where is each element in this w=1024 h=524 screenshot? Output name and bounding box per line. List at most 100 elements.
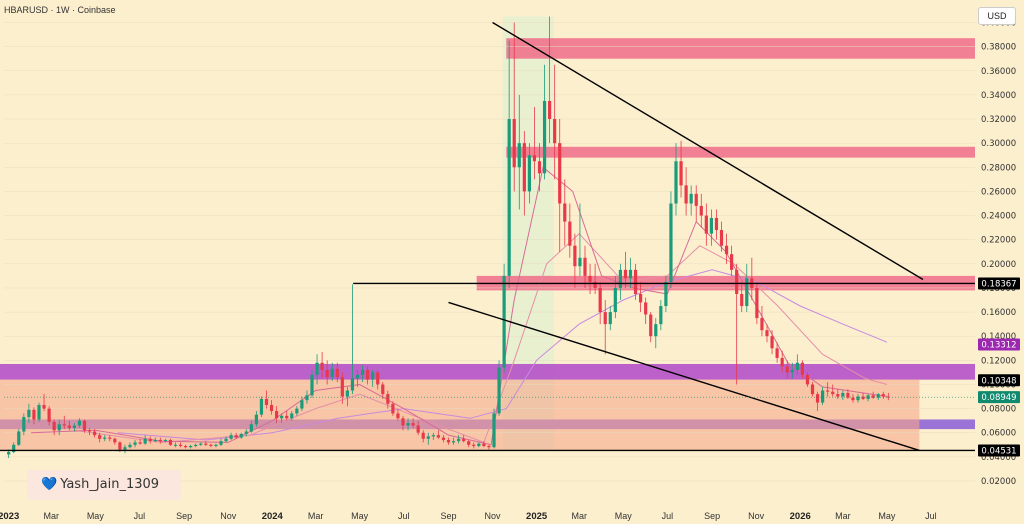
candle[interactable] bbox=[108, 435, 112, 442]
candle[interactable] bbox=[689, 185, 693, 216]
upper-trendline[interactable] bbox=[492, 21, 924, 281]
candle[interactable] bbox=[411, 418, 415, 428]
candle[interactable] bbox=[704, 203, 708, 246]
candle[interactable] bbox=[340, 372, 344, 404]
candle[interactable] bbox=[810, 382, 815, 397]
candle[interactable] bbox=[815, 391, 820, 412]
candle[interactable] bbox=[821, 386, 825, 405]
candle[interactable] bbox=[886, 392, 890, 401]
candle[interactable] bbox=[664, 275, 668, 313]
candle[interactable] bbox=[724, 233, 729, 264]
candle[interactable] bbox=[467, 439, 471, 448]
candle[interactable] bbox=[219, 438, 223, 447]
candle[interactable] bbox=[153, 437, 157, 443]
candle[interactable] bbox=[32, 407, 36, 425]
candle[interactable] bbox=[679, 140, 683, 198]
candle[interactable] bbox=[522, 131, 526, 216]
candle[interactable] bbox=[730, 245, 734, 276]
candle[interactable] bbox=[57, 419, 61, 436]
candle[interactable] bbox=[851, 394, 855, 403]
lower-trendline[interactable] bbox=[448, 301, 920, 452]
candle[interactable] bbox=[699, 193, 703, 228]
candle[interactable] bbox=[649, 312, 653, 343]
candle[interactable] bbox=[168, 438, 173, 447]
candle[interactable] bbox=[770, 330, 774, 355]
candle[interactable] bbox=[563, 179, 567, 246]
candle[interactable] bbox=[320, 351, 324, 379]
candle[interactable] bbox=[98, 432, 102, 443]
candle[interactable] bbox=[27, 403, 31, 424]
candle[interactable] bbox=[714, 209, 719, 240]
candle[interactable] bbox=[831, 384, 835, 397]
candle[interactable] bbox=[199, 442, 203, 447]
candle[interactable] bbox=[826, 382, 830, 397]
candle[interactable] bbox=[103, 435, 107, 442]
candle[interactable] bbox=[295, 406, 299, 416]
candle[interactable] bbox=[482, 441, 486, 448]
candle[interactable] bbox=[517, 94, 521, 210]
candle[interactable] bbox=[300, 396, 304, 412]
candle[interactable] bbox=[421, 430, 425, 443]
candle[interactable] bbox=[360, 365, 365, 383]
candle[interactable] bbox=[133, 439, 137, 448]
candle[interactable] bbox=[477, 442, 481, 448]
candle[interactable] bbox=[350, 284, 355, 395]
candle[interactable] bbox=[492, 408, 496, 449]
candle[interactable] bbox=[588, 263, 592, 294]
candle[interactable] bbox=[12, 442, 16, 454]
candle[interactable] bbox=[138, 438, 142, 445]
candle[interactable] bbox=[401, 415, 405, 431]
candle[interactable] bbox=[775, 342, 779, 363]
candle[interactable] bbox=[229, 432, 233, 440]
candle[interactable] bbox=[77, 418, 82, 428]
candle[interactable] bbox=[603, 300, 607, 355]
candle[interactable] bbox=[184, 444, 188, 449]
candle[interactable] bbox=[659, 300, 663, 331]
candle[interactable] bbox=[396, 408, 400, 421]
candle[interactable] bbox=[593, 263, 597, 294]
candle[interactable] bbox=[335, 362, 339, 383]
candle[interactable] bbox=[371, 369, 375, 387]
candle[interactable] bbox=[345, 386, 349, 407]
candle[interactable] bbox=[62, 415, 66, 430]
candle[interactable] bbox=[173, 442, 178, 448]
candle[interactable] bbox=[93, 429, 97, 438]
candle[interactable] bbox=[355, 369, 360, 387]
candle[interactable] bbox=[87, 427, 92, 436]
candle[interactable] bbox=[684, 167, 688, 216]
candle[interactable] bbox=[209, 443, 213, 448]
candle[interactable] bbox=[451, 437, 456, 445]
candle[interactable] bbox=[740, 281, 744, 313]
candle[interactable] bbox=[234, 432, 238, 439]
candle[interactable] bbox=[17, 429, 21, 447]
candle[interactable] bbox=[269, 400, 274, 415]
candle[interactable] bbox=[765, 324, 769, 343]
candle[interactable] bbox=[37, 402, 41, 422]
candle[interactable] bbox=[608, 306, 612, 331]
candle[interactable] bbox=[42, 394, 46, 412]
candle[interactable] bbox=[583, 245, 587, 288]
candle[interactable] bbox=[244, 429, 248, 437]
candle[interactable] bbox=[381, 382, 385, 399]
candle[interactable] bbox=[785, 360, 789, 379]
candle[interactable] bbox=[639, 281, 643, 313]
candle[interactable] bbox=[669, 191, 673, 288]
candle[interactable] bbox=[745, 263, 749, 313]
candle[interactable] bbox=[128, 442, 132, 449]
candle[interactable] bbox=[366, 366, 370, 385]
candle[interactable] bbox=[391, 401, 395, 416]
candle[interactable] bbox=[249, 420, 253, 433]
candle[interactable] bbox=[441, 435, 446, 443]
candle[interactable] bbox=[598, 281, 602, 325]
candle[interactable] bbox=[836, 389, 840, 399]
candle[interactable] bbox=[548, 16, 552, 144]
candle[interactable] bbox=[780, 350, 784, 373]
currency-badge[interactable]: USD bbox=[978, 7, 1016, 25]
candle[interactable] bbox=[406, 418, 410, 431]
candle[interactable] bbox=[623, 251, 628, 288]
candle[interactable] bbox=[158, 437, 162, 444]
candle[interactable] bbox=[553, 64, 557, 180]
candle[interactable] bbox=[709, 209, 713, 246]
candle[interactable] bbox=[841, 390, 845, 401]
